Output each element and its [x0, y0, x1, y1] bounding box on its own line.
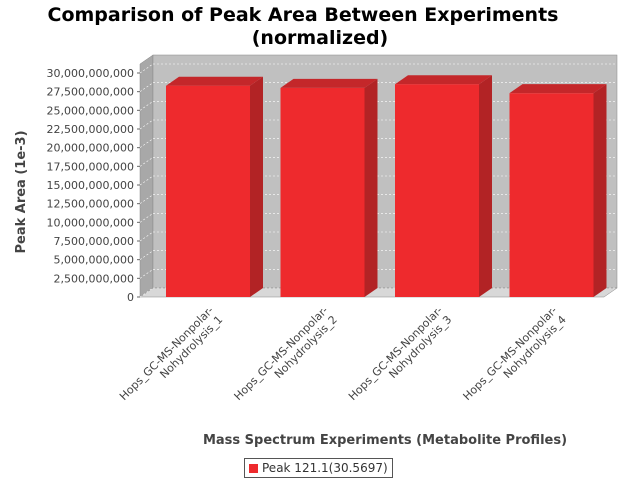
gridline-side	[139, 287, 154, 298]
y-tick-label: 0	[127, 291, 134, 304]
bar-side	[364, 78, 378, 297]
y-tick-label: 20,000,000,000	[47, 142, 134, 155]
gridline-side	[139, 250, 154, 260]
gridline-side	[139, 175, 154, 186]
y-tick-label: 12,500,000,000	[47, 198, 134, 211]
y-tick-label: 15,000,000,000	[47, 179, 134, 192]
bar-top	[280, 78, 378, 88]
y-tick-label: 5,000,000,000	[54, 254, 134, 267]
y-tick-label: 2,500,000,000	[54, 272, 134, 285]
gridline-side	[139, 119, 154, 130]
gridline-side	[139, 231, 154, 242]
gridline-side	[139, 157, 154, 167]
bar	[166, 85, 250, 298]
gridline-side	[139, 213, 154, 223]
plot-left-wall	[139, 54, 154, 298]
x-category-label: Hops_GC-MS-Nonpolar-Nohydrolysis_1	[117, 304, 225, 403]
gridline-side	[139, 138, 154, 148]
x-category-line: Hops_GC-MS-Nonpolar-	[346, 304, 445, 403]
bar	[395, 84, 479, 297]
x-category-line: Hops_GC-MS-Nonpolar-	[232, 304, 331, 403]
y-axis-label: Peak Area (1e-3)	[14, 130, 29, 253]
gridline-side	[139, 82, 154, 92]
legend-swatch	[249, 463, 258, 473]
legend-label: Peak 121.1(30.5697)	[262, 461, 388, 475]
y-tick-label: 7,500,000,000	[54, 235, 134, 248]
x-category-line: Hops_GC-MS-Nonpolar-	[117, 304, 216, 403]
bar-top	[166, 76, 263, 86]
chart-title: Comparison of Peak Area Between Experime…	[48, 4, 559, 26]
gridline-side	[139, 63, 154, 74]
x-axis-label: Mass Spectrum Experiments (Metabolite Pr…	[203, 433, 567, 448]
gridline-side	[139, 269, 154, 279]
bar	[280, 87, 365, 297]
bar	[509, 93, 594, 297]
y-tick-label: 27,500,000,000	[47, 86, 134, 99]
y-axis-ticks: 0 2,500,000,000 5,000,000,000 7,500,000,000…	[47, 67, 140, 304]
x-category-label: Hops_GC-MS-Nonpolar-Nohydrolysis_2	[232, 304, 340, 403]
bar-side	[250, 76, 263, 298]
y-tick-label: 10,000,000,000	[47, 216, 134, 229]
y-tick-label: 17,500,000,000	[47, 160, 134, 173]
y-tick-label: 30,000,000,000	[47, 67, 134, 80]
bar-side	[479, 75, 492, 297]
x-category-label: Hops_GC-MS-Nonpolar-Nohydrolysis_4	[461, 304, 569, 403]
x-category-line: Hops_GC-MS-Nonpolar-	[461, 304, 560, 403]
bar-top	[509, 84, 607, 94]
chart-subtitle: (normalized)	[252, 27, 389, 49]
gridline-side	[139, 101, 154, 111]
y-tick-label: 25,000,000,000	[47, 104, 134, 117]
x-axis-categories: Hops_GC-MS-Nonpolar-Nohydrolysis_1 Hops_G…	[117, 304, 569, 403]
gridline-side	[139, 194, 154, 204]
bars	[166, 75, 607, 298]
bar-top	[395, 75, 492, 85]
y-tick-label: 22,500,000,000	[47, 123, 134, 136]
x-category-label: Hops_GC-MS-Nonpolar-Nohydrolysis_3	[346, 304, 454, 403]
legend: Peak 121.1(30.5697)	[244, 458, 393, 478]
bar-side	[593, 84, 607, 297]
